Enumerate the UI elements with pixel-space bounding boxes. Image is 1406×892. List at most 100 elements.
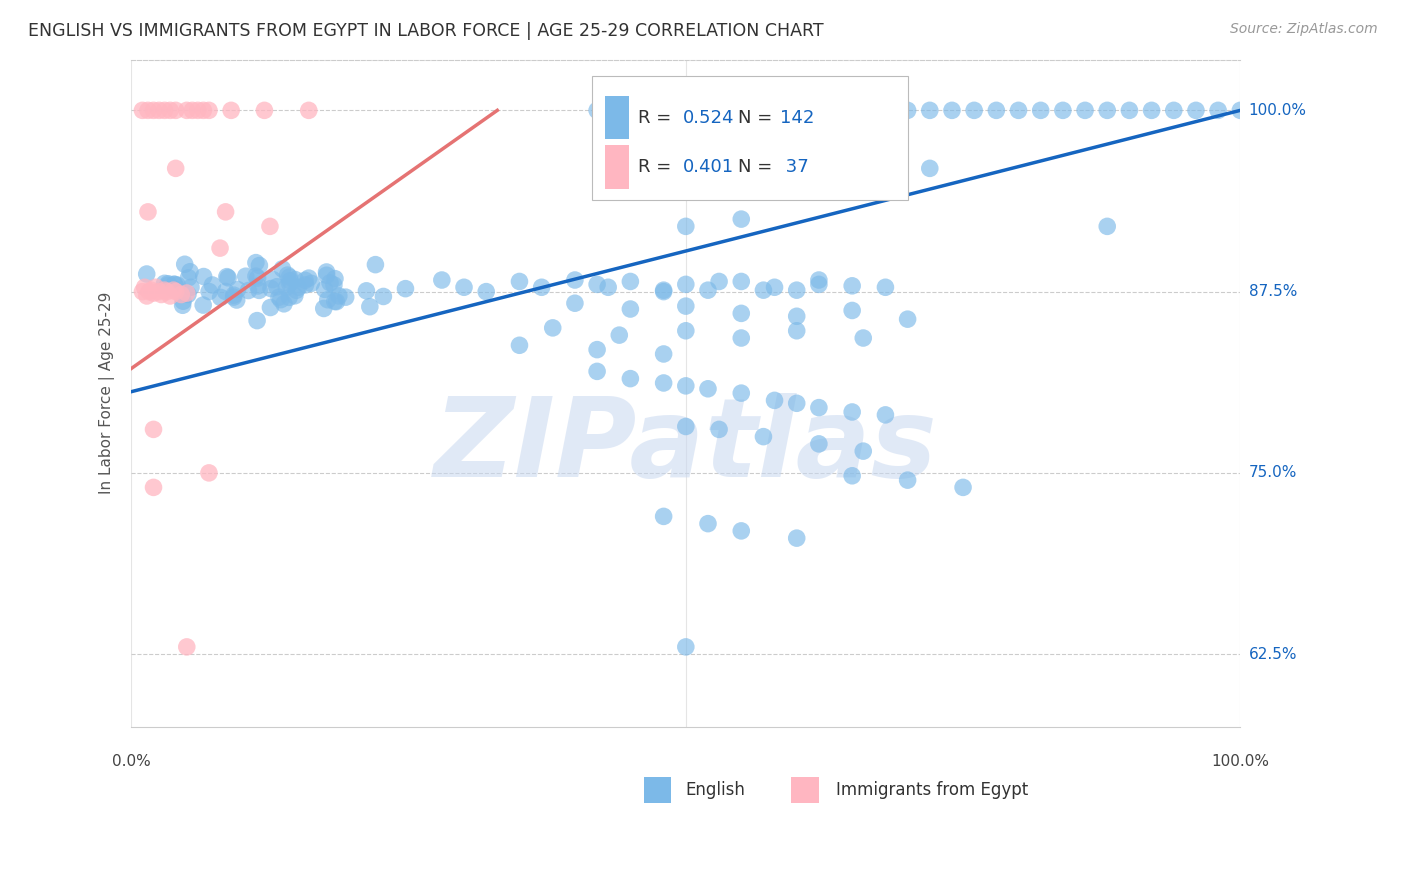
Point (963, 103, 986, 118)
Point (807, 176, 830, 190)
Point (786, 103, 808, 118)
Point (1118, 103, 1140, 118)
Point (741, 103, 763, 118)
Point (541, 321, 564, 335)
Point (675, 640, 697, 654)
Text: N =: N = (738, 158, 778, 176)
Point (176, 640, 198, 654)
Point (312, 301, 335, 316)
Point (226, 283, 249, 297)
Point (730, 306, 752, 320)
Point (198, 466, 221, 480)
Text: 0.0%: 0.0% (112, 755, 150, 770)
Text: 87.5%: 87.5% (1249, 285, 1296, 299)
Point (247, 284, 270, 298)
Point (786, 324, 808, 338)
Point (298, 271, 321, 285)
Point (564, 296, 586, 310)
Point (238, 284, 260, 298)
Point (315, 265, 337, 279)
Point (718, 103, 741, 118)
Point (172, 294, 194, 309)
Point (1052, 103, 1074, 118)
Point (652, 283, 675, 297)
Point (259, 219, 281, 234)
Point (852, 444, 875, 458)
Point (131, 285, 153, 299)
Text: 100.0%: 100.0% (1249, 103, 1306, 118)
Point (786, 396, 808, 410)
Point (246, 271, 269, 285)
Point (323, 271, 346, 285)
Point (752, 283, 775, 297)
Point (159, 103, 181, 118)
Point (453, 280, 475, 294)
Text: 0.524: 0.524 (682, 109, 734, 127)
Point (697, 516, 720, 531)
Point (652, 347, 675, 361)
Point (165, 285, 187, 299)
Point (786, 531, 808, 545)
Point (214, 285, 236, 299)
Point (852, 331, 875, 345)
Point (298, 103, 321, 118)
Point (373, 289, 395, 303)
Point (752, 429, 775, 443)
Point (172, 298, 194, 312)
Point (284, 289, 307, 303)
Point (198, 103, 221, 118)
Point (142, 480, 165, 494)
Point (201, 278, 224, 293)
Point (763, 393, 786, 408)
Point (142, 103, 165, 118)
Point (163, 277, 186, 292)
Point (325, 294, 347, 309)
Point (246, 313, 269, 327)
Point (335, 290, 357, 304)
Point (156, 285, 179, 299)
Point (278, 274, 301, 288)
Point (675, 379, 697, 393)
Point (193, 103, 215, 118)
Text: 100.0%: 100.0% (1212, 755, 1270, 770)
Point (222, 288, 245, 302)
Point (697, 382, 720, 396)
Point (364, 258, 387, 272)
Bar (792, 777, 818, 804)
Point (675, 103, 697, 118)
Point (807, 401, 830, 415)
Point (475, 285, 498, 299)
Point (807, 273, 830, 287)
Point (607, 328, 630, 343)
Point (652, 376, 675, 390)
Point (294, 277, 316, 292)
Point (315, 268, 337, 283)
Point (278, 277, 301, 291)
Point (530, 280, 553, 294)
Point (148, 285, 170, 299)
Point (508, 275, 530, 289)
Point (807, 437, 830, 451)
Point (675, 324, 697, 338)
Point (214, 205, 236, 219)
Point (287, 280, 309, 294)
Point (830, 103, 852, 118)
Point (586, 277, 609, 292)
Bar (644, 777, 672, 804)
Point (245, 269, 267, 284)
Point (198, 285, 221, 299)
Point (941, 103, 963, 118)
Point (131, 103, 153, 118)
Point (786, 283, 808, 297)
Point (142, 422, 165, 436)
Point (730, 275, 752, 289)
Point (359, 300, 381, 314)
Point (253, 103, 276, 118)
Point (730, 331, 752, 345)
Point (159, 289, 181, 303)
Point (697, 103, 720, 118)
Point (852, 103, 875, 118)
FancyBboxPatch shape (592, 77, 908, 200)
Point (163, 277, 186, 292)
Point (586, 103, 609, 118)
